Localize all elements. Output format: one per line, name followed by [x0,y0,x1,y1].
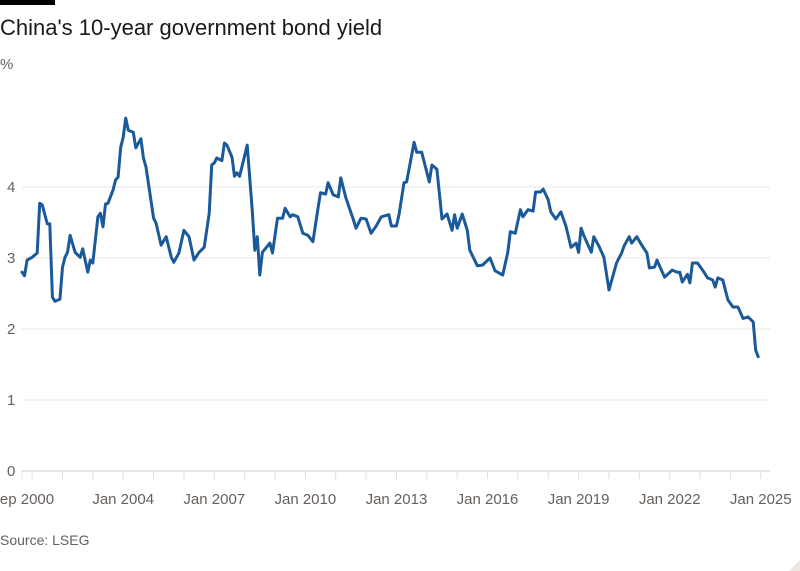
x-tick-label: Jan 2022 [639,491,701,508]
chart-title: China's 10-year government bond yield [0,15,383,40]
x-tick-label: Jan 2013 [366,491,428,508]
source-note: Source: LSEG [0,532,90,548]
y-tick-label: 1 [7,392,15,409]
x-tick-label: Jan 2004 [92,491,154,508]
x-tick-label: Jan 2016 [457,491,519,508]
corner-mark [789,560,800,571]
x-tick-label: Jan 2007 [183,491,245,508]
x-tick-label: Jan 2019 [548,491,610,508]
y-tick-label: 4 [7,179,15,196]
series-line-yield [20,116,760,359]
y-axis-unit: % [0,56,14,73]
y-tick-label: 0 [7,463,15,480]
x-tick-label: Jan 2025 [730,491,792,508]
x-tick-label: Sep 2000 [0,491,54,508]
x-tick-label: Jan 2010 [274,491,336,508]
y-tick-label: 2 [7,321,15,338]
brand-bar [0,0,55,5]
y-tick-label: 3 [7,250,15,267]
